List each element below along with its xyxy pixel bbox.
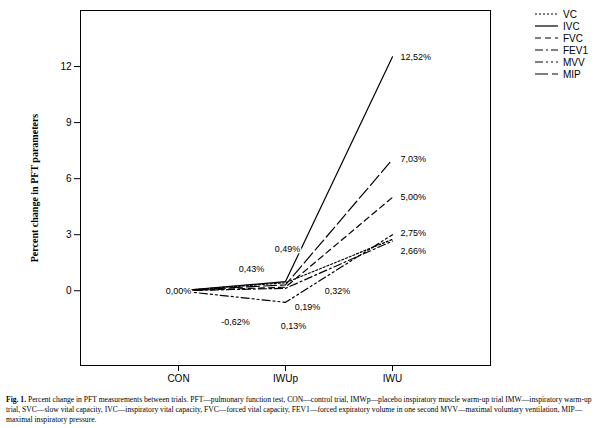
svg-text:Percent change in PFT paramete: Percent change in PFT parameters <box>29 114 40 263</box>
svg-text:-0,62%: -0,62% <box>221 317 250 327</box>
svg-text:0,00%: 0,00% <box>166 286 192 296</box>
svg-text:0,43%: 0,43% <box>239 264 265 274</box>
html-text:VC: VC <box>563 8 577 20</box>
html-text:IVC: IVC <box>563 20 580 32</box>
svg-text:0: 0 <box>66 285 72 296</box>
html-text:FEV1: FEV1 <box>563 44 588 56</box>
svg-text:12: 12 <box>60 61 72 72</box>
svg-text:9: 9 <box>66 117 72 128</box>
html-text:MVV: MVV <box>563 56 585 68</box>
svg-text:3: 3 <box>66 229 72 240</box>
svg-text:7,03%: 7,03% <box>401 154 427 164</box>
svg-text:0,19%: 0,19% <box>295 302 321 312</box>
html-text:MIP: MIP <box>563 68 581 80</box>
svg-text:0,32%: 0,32% <box>325 286 351 296</box>
svg-text:2,66%: 2,66% <box>401 246 427 256</box>
svg-text:IWUp: IWUp <box>273 373 298 384</box>
svg-text:0,13%: 0,13% <box>281 321 307 331</box>
html-text:Fig. 1. Percent change in PFT: Fig. 1. Percent change in PFT measuremen… <box>6 395 592 424</box>
svg-text:5,00%: 5,00% <box>401 192 427 202</box>
svg-text:6: 6 <box>66 173 72 184</box>
html-text:FVC: FVC <box>563 32 583 44</box>
svg-text:2,75%: 2,75% <box>401 228 427 238</box>
svg-text:12,52%: 12,52% <box>401 52 432 62</box>
svg-text:IWU: IWU <box>383 373 402 384</box>
svg-text:0,49%: 0,49% <box>275 244 301 254</box>
svg-text:CON: CON <box>167 373 189 384</box>
